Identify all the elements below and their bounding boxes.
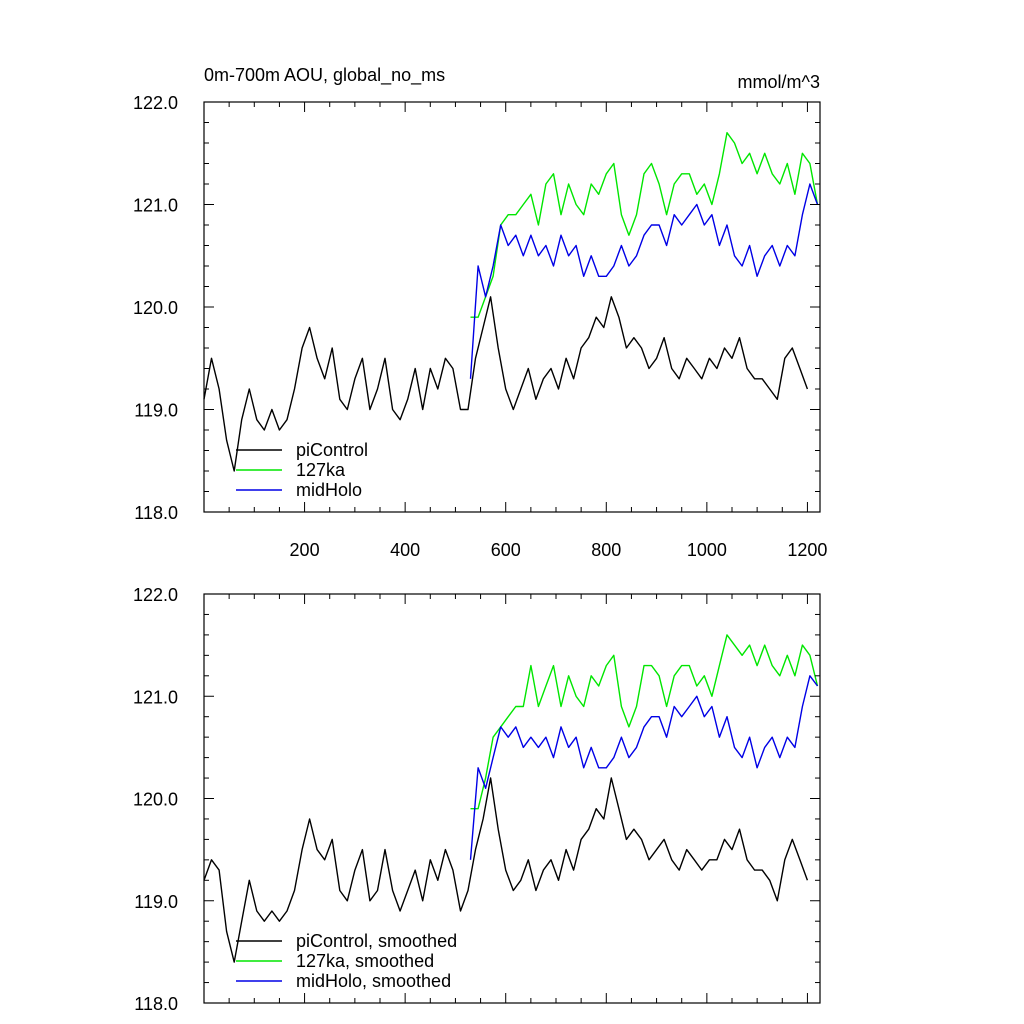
x-tick-label: 1200 <box>787 540 827 560</box>
x-tick-label: 400 <box>390 540 420 560</box>
series-line-midHolo-p0 <box>469 183 819 379</box>
series-line-midHolo-p1 <box>469 675 819 860</box>
y-tick-label: 119.0 <box>134 401 178 421</box>
y-tick-label: 118.0 <box>134 994 178 1014</box>
legend-label-127ka: 127ka, smoothed <box>296 951 434 971</box>
units-label: mmol/m^3 <box>738 72 820 92</box>
chart-title: 0m-700m AOU, global_no_ms <box>204 65 445 86</box>
y-tick-label: 122.0 <box>133 585 178 605</box>
legend-label-midHolo: midHolo <box>296 480 362 500</box>
legend-label-127ka: 127ka <box>296 460 346 480</box>
bottom-panel: 118.0 119.0 120.0 121.0 122.0 piControl, smoo… <box>133 585 821 1014</box>
series-line-piControl-p1 <box>203 777 809 963</box>
legend-label-piControl: piControl <box>296 440 368 460</box>
y-tick-label: 119.0 <box>134 892 178 912</box>
x-tick-label: 1000 <box>687 540 727 560</box>
series-line-piControl-p0 <box>203 296 809 472</box>
y-tick-label: 120.0 <box>133 790 178 810</box>
top-panel: 118.0 119.0 120.0 121.0 122.0 200 400 600 800 100… <box>133 93 827 560</box>
series-line-127ka-p1 <box>470 634 819 810</box>
legend-label-piControl: piControl, smoothed <box>296 931 457 951</box>
y-tick-label: 120.0 <box>133 298 178 318</box>
y-tick-label: 121.0 <box>133 196 178 216</box>
y-tick-label: 122.0 <box>133 93 178 113</box>
legend-label-midHolo: midHolo, smoothed <box>296 971 451 991</box>
x-tick-label: 200 <box>290 540 320 560</box>
y-tick-label: 118.0 <box>134 503 178 523</box>
series-line-127ka-p0 <box>470 131 819 318</box>
x-tick-label: 800 <box>591 540 621 560</box>
y-tick-label: 121.0 <box>133 687 178 707</box>
x-tick-label: 600 <box>491 540 521 560</box>
